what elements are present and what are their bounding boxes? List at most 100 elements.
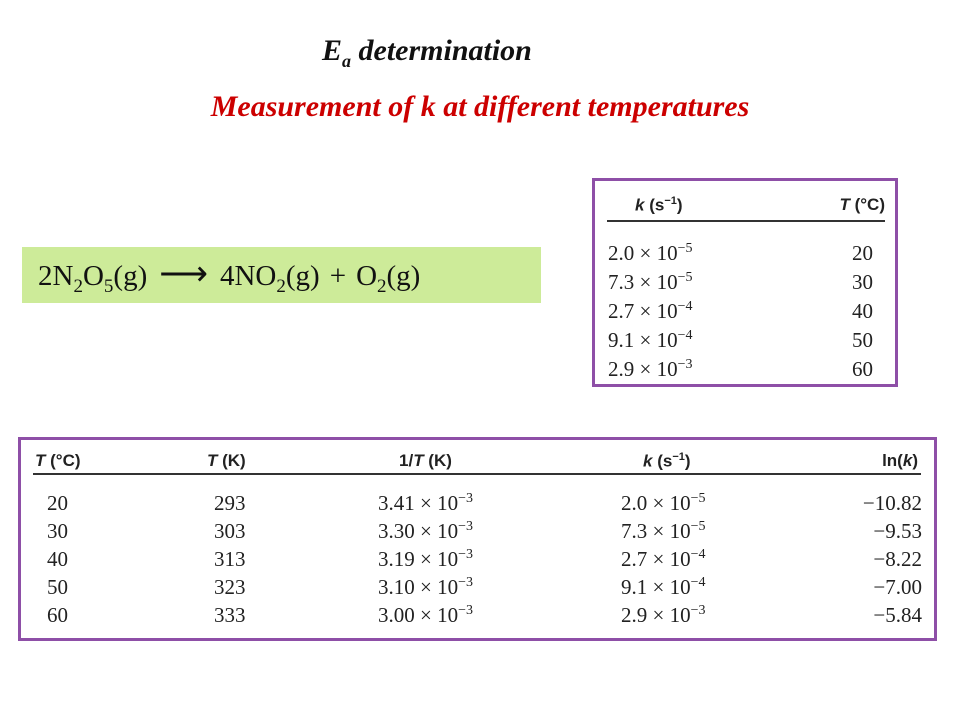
cell-base: 2.0 × 10: [608, 241, 678, 265]
header-part: T: [413, 451, 424, 470]
cell-base: 2.9 × 10: [608, 357, 678, 381]
cell-base: 3.19 × 10: [378, 547, 459, 571]
table-cell: 30: [47, 519, 68, 543]
header-part: (°C): [45, 451, 81, 470]
eq-sub: 2: [73, 275, 83, 297]
cell-exponent: −3: [677, 357, 693, 372]
eq-part: O: [356, 260, 378, 292]
cell-base: 2.7 × 10: [608, 299, 678, 323]
cell-base: 2.0 × 10: [621, 491, 691, 515]
cell-base: 3.41 × 10: [378, 491, 459, 515]
header-part: T: [35, 451, 46, 470]
eq-sub: 5: [103, 275, 114, 297]
cell-exponent: −3: [458, 575, 473, 590]
cell-exponent: −4: [677, 328, 693, 343]
header-sup: −1: [672, 451, 685, 463]
table-cell: 40: [852, 299, 873, 323]
subtitle: Measurement of k at different temperatur…: [210, 90, 750, 123]
cell-base: 2.9 × 10: [621, 603, 691, 627]
header-part: (K): [217, 451, 246, 470]
eq-part: (g): [113, 260, 148, 292]
table-cell: 313: [214, 547, 246, 571]
header-part: 1/: [399, 451, 414, 470]
table-cell: 2.7 × 10−4: [608, 299, 693, 324]
table-cell: 2.9 × 10−3: [608, 357, 693, 382]
table-cell: −7.00: [873, 575, 922, 599]
header-cell: k (s−1): [643, 451, 691, 472]
table-cell: −9.53: [873, 519, 922, 543]
cell-exponent: −5: [677, 270, 693, 285]
equation: 2N2O5(g) ⟶ 4NO2(g) + O2(g): [22, 247, 541, 303]
eq-part: 2N: [38, 260, 74, 292]
table-cell: 2.7 × 10−4: [621, 547, 706, 572]
title: Ea determination: [322, 34, 532, 72]
header-part: T: [839, 195, 850, 214]
table-cell: 9.1 × 10−4: [621, 575, 706, 600]
table-cell: 7.3 × 10−5: [608, 270, 693, 295]
table-cell: 3.41 × 10−3: [378, 491, 473, 516]
header-cell: T (K): [207, 451, 246, 471]
table-cell: −8.22: [873, 547, 922, 571]
table-cell: 3.19 × 10−3: [378, 547, 473, 572]
cell-exponent: −4: [690, 547, 706, 562]
header-rule: [33, 473, 921, 475]
header-part: (K): [423, 451, 452, 470]
header-part: k: [643, 451, 653, 471]
title-text: E: [322, 34, 343, 67]
table-cell: 60: [852, 357, 873, 381]
eq-part: (g): [386, 260, 421, 292]
small-table: k (s−1) T (°C) 2.0 × 10−5 20 7.3 × 10−5 30 2…: [592, 178, 898, 387]
header-cell: 1/T (K): [399, 451, 452, 471]
table-cell: 3.30 × 10−3: [378, 519, 473, 544]
header-part: k: [635, 195, 645, 215]
header-part: ): [676, 195, 683, 215]
table-cell: 50: [47, 575, 68, 599]
table-cell: 60: [47, 603, 68, 627]
table-cell: 303: [214, 519, 246, 543]
table-cell: 3.10 × 10−3: [378, 575, 473, 600]
cell-base: 3.10 × 10: [378, 575, 459, 599]
eq-arrow: ⟶: [159, 256, 208, 293]
eq-part: (g): [285, 260, 320, 292]
header-sup: −1: [664, 195, 677, 207]
header-cell: T (°C): [35, 451, 81, 471]
cell-base: 9.1 × 10: [608, 328, 678, 352]
cell-exponent: −3: [458, 491, 473, 506]
header-part: ): [684, 451, 691, 471]
table-cell: 2.9 × 10−3: [621, 603, 706, 628]
cell-exponent: −5: [677, 241, 693, 256]
header-rule: [607, 220, 885, 222]
cell-base: 7.3 × 10: [608, 270, 678, 294]
header-cell: ln(k): [882, 451, 918, 471]
cell-exponent: −3: [690, 603, 706, 618]
table-cell: 40: [47, 547, 68, 571]
table-cell: −10.82: [862, 491, 922, 515]
header-part: (s: [644, 195, 665, 215]
header-part: ): [912, 451, 918, 470]
big-table: T (°C) T (K) 1/T (K) k (s−1) ln(k) 20 293…: [18, 437, 937, 641]
cell-exponent: −3: [458, 547, 473, 562]
table-cell: 9.1 × 10−4: [608, 328, 693, 353]
table-cell: 3.00 × 10−3: [378, 603, 473, 628]
cell-base: 7.3 × 10: [621, 519, 691, 543]
cell-exponent: −3: [458, 603, 473, 618]
cell-base: 2.7 × 10: [621, 547, 691, 571]
cell-base: 3.00 × 10: [378, 603, 459, 627]
cell-exponent: −5: [690, 519, 706, 534]
table-cell: 20: [47, 491, 68, 515]
header-part: ln(: [882, 451, 903, 470]
table-cell: 323: [214, 575, 246, 599]
table-cell: 20: [852, 241, 873, 265]
table-cell: 50: [852, 328, 873, 352]
header-part: (s: [652, 451, 673, 471]
table-cell: 293: [214, 491, 246, 515]
eq-plus: +: [329, 260, 347, 292]
header-part: k: [902, 451, 913, 470]
title-text: determination: [351, 34, 532, 67]
eq-sub: 2: [377, 275, 387, 297]
header-part: T: [207, 451, 218, 470]
cell-exponent: −4: [690, 575, 706, 590]
title-subscript: a: [342, 51, 352, 71]
eq-sub: 2: [276, 275, 286, 297]
